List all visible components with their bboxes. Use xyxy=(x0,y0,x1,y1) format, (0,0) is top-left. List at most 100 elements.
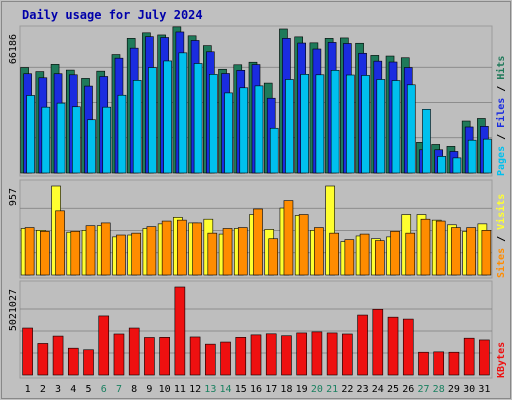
kbytes-bar-kbytes-day-29 xyxy=(448,351,460,376)
legend-separator: / xyxy=(496,230,507,248)
visits-bar-sites-day-23 xyxy=(359,233,370,276)
x-tick-label-day-26: 26 xyxy=(402,384,414,395)
visits-bar-sites-day-6 xyxy=(100,222,111,276)
x-tick-label-day-20: 20 xyxy=(311,384,323,395)
hits-max-label: 66186 xyxy=(8,34,19,64)
hits-bar-pages-day-22 xyxy=(346,74,355,174)
hits-bar-pages-day-9 xyxy=(148,67,157,174)
x-tick-label-day-24: 24 xyxy=(372,384,384,395)
x-tick-label-day-6: 6 xyxy=(101,384,107,395)
x-tick-label-day-30: 30 xyxy=(463,384,475,395)
visits-bar-sites-day-15 xyxy=(237,227,248,276)
legend-entry-kbytes: KBytes xyxy=(496,342,507,378)
visits-bar-sites-day-26 xyxy=(405,232,416,276)
visits-bar-sites-day-27 xyxy=(420,218,431,276)
kbytes-bar-kbytes-day-13 xyxy=(205,343,216,376)
kbytes-bar-kbytes-day-28 xyxy=(433,351,445,376)
kbytes-bar-kbytes-day-14 xyxy=(220,341,231,376)
visits-bar-sites-day-18 xyxy=(283,200,294,276)
hits-bar-pages-day-10 xyxy=(163,60,172,174)
visits-bar-sites-day-25 xyxy=(390,230,400,276)
hits-bar-pages-day-1 xyxy=(26,95,35,174)
hits-bar-pages-day-4 xyxy=(71,106,81,174)
kbytes-bar-kbytes-day-12 xyxy=(189,336,201,376)
legend-entry-hits: Hits xyxy=(495,56,507,80)
visits-bar-sites-day-22 xyxy=(344,239,355,276)
kbytes-bar-kbytes-day-19 xyxy=(296,332,307,376)
legend-entry-visits: Visits xyxy=(495,194,507,230)
visits-bar-sites-day-21 xyxy=(329,232,339,276)
x-tick-label-day-5: 5 xyxy=(86,384,92,395)
x-tick-label-day-1: 1 xyxy=(25,384,31,395)
kbytes-bar-kbytes-day-9 xyxy=(144,337,155,376)
kbytes-bar-kbytes-day-10 xyxy=(159,337,170,376)
kbytes-bar-kbytes-day-27 xyxy=(418,351,429,376)
legend-separator: / xyxy=(496,128,507,146)
x-tick-label-day-14: 14 xyxy=(220,384,232,395)
visits-bar-sites-day-11 xyxy=(177,219,187,276)
kbytes-bar-kbytes-day-11 xyxy=(174,286,186,376)
visits-bar-sites-day-30 xyxy=(466,227,476,276)
x-tick-label-day-13: 13 xyxy=(204,384,216,395)
hits-bar-pages-day-12 xyxy=(193,63,203,174)
kbytes-bar-kbytes-day-26 xyxy=(402,318,414,376)
hits-bar-pages-day-2 xyxy=(41,106,51,174)
kbytes-bar-kbytes-day-31 xyxy=(479,339,490,376)
x-tick-label-day-21: 21 xyxy=(326,384,338,395)
visits-bar-sites-day-28 xyxy=(435,220,446,276)
visits-legend: Sites / Visits xyxy=(495,194,507,278)
kbytes-bar-kbytes-day-16 xyxy=(250,334,262,376)
hits-bar-pages-day-23 xyxy=(361,75,370,174)
x-tick-label-day-28: 28 xyxy=(433,384,445,395)
visits-bar-sites-day-17 xyxy=(268,238,279,276)
visits-bar-sites-day-2 xyxy=(40,230,50,276)
visits-bar-sites-day-19 xyxy=(298,214,309,276)
legend-entry-pages: Pages xyxy=(496,146,507,176)
hits-bar-pages-day-13 xyxy=(209,74,218,174)
x-tick-label-day-7: 7 xyxy=(116,384,122,395)
kbytes-bar-kbytes-day-8 xyxy=(128,327,140,376)
kbytes-bar-kbytes-day-4 xyxy=(67,347,79,376)
kbytes-bar-kbytes-day-25 xyxy=(387,316,399,376)
kbytes-bar-kbytes-day-3 xyxy=(52,335,64,376)
x-tick-label-day-19: 19 xyxy=(296,384,308,395)
hits-bar-pages-day-15 xyxy=(239,87,249,174)
visits-bar-sites-day-9 xyxy=(146,226,157,276)
hits-bar-pages-day-16 xyxy=(254,85,264,174)
visits-bar-sites-day-5 xyxy=(85,225,96,276)
hits-bar-pages-day-3 xyxy=(56,102,66,174)
hits-bar-pages-day-20 xyxy=(315,74,325,174)
visits-bar-sites-day-29 xyxy=(451,227,461,276)
chart-title: Daily usage for July 2024 xyxy=(22,8,203,22)
kbytes-bar-kbytes-day-20 xyxy=(311,331,323,376)
visits-bar-sites-day-13 xyxy=(207,232,218,276)
hits-bar-pages-day-19 xyxy=(300,74,309,174)
x-tick-label-day-27: 27 xyxy=(417,384,429,395)
visits-bar-sites-day-20 xyxy=(314,227,324,276)
x-tick-label-day-9: 9 xyxy=(146,384,152,395)
kbytes-bar-kbytes-day-18 xyxy=(281,335,292,376)
kbytes-max-label: 5021027 xyxy=(8,289,19,331)
kbytes-bar-kbytes-day-22 xyxy=(342,333,353,376)
hits-bar-pages-day-17 xyxy=(269,127,279,174)
x-tick-label-day-22: 22 xyxy=(341,384,353,395)
visits-bar-sites-day-1 xyxy=(24,227,35,276)
x-tick-label-day-12: 12 xyxy=(189,384,201,395)
kbytes-bar-kbytes-day-24 xyxy=(372,308,384,376)
kbytes-legend: KBytes xyxy=(496,342,507,378)
visits-bar-sites-day-4 xyxy=(70,230,81,276)
hits-bar-pages-day-24 xyxy=(376,79,386,174)
kbytes-bar-kbytes-day-21 xyxy=(326,332,338,376)
kbytes-bar-kbytes-day-23 xyxy=(357,314,368,376)
x-tick-label-day-10: 10 xyxy=(159,384,171,395)
hits-bar-pages-day-29 xyxy=(452,157,462,174)
hits-panel: 66186 Pages / Files / Hits xyxy=(8,25,507,177)
x-tick-label-day-2: 2 xyxy=(40,384,46,395)
hits-bar-pages-day-5 xyxy=(87,119,96,174)
visits-bar-sites-day-14 xyxy=(222,228,233,276)
visits-bar-sites-day-16 xyxy=(253,208,263,276)
x-tick-label-day-29: 29 xyxy=(448,384,460,395)
x-tick-label-day-15: 15 xyxy=(235,384,247,395)
hits-bar-pages-day-6 xyxy=(102,106,112,174)
